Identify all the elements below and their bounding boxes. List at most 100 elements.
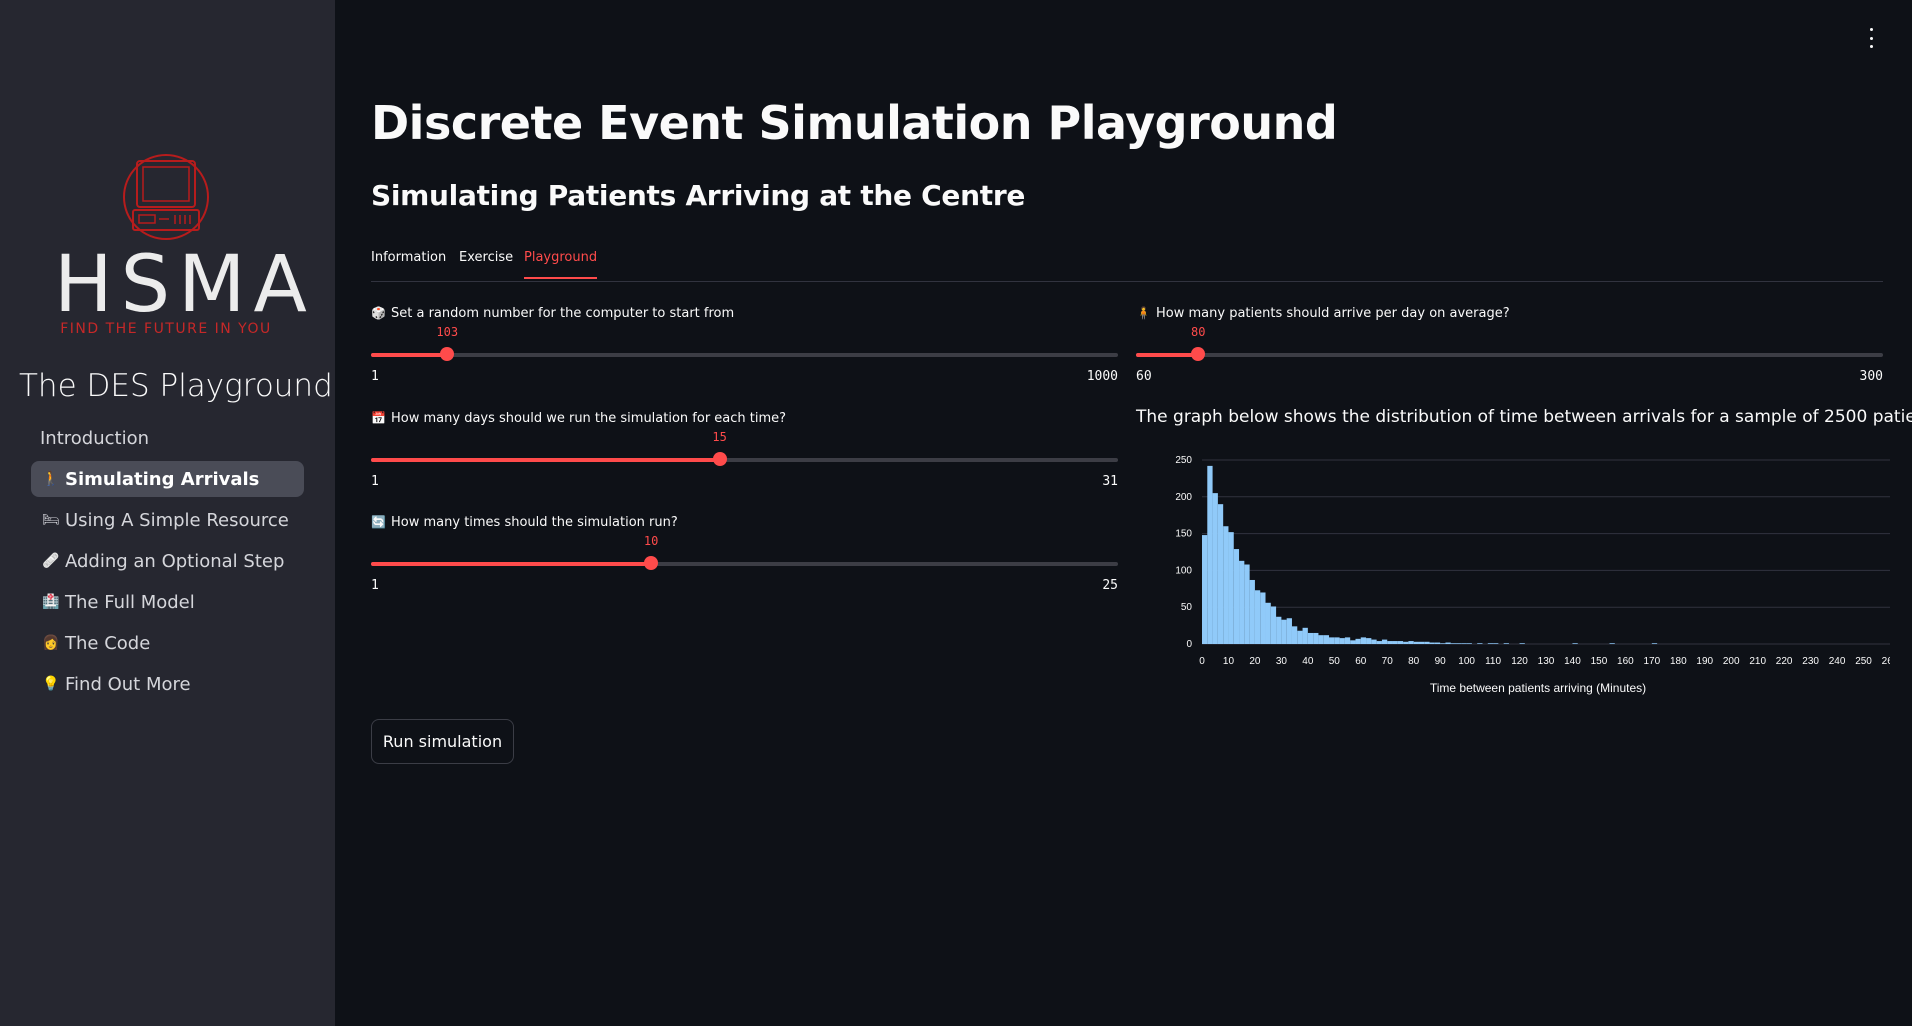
- random-seed-slider: 🎲 Set a random number for the computer t…: [371, 303, 1118, 384]
- sidebar-item-label: Introduction: [40, 427, 150, 449]
- histogram-bar: [1366, 638, 1372, 644]
- sidebar-item-simulating-arrivals[interactable]: 🚶 Simulating Arrivals: [31, 461, 304, 497]
- histogram-bar: [1297, 630, 1303, 644]
- slider-max: 31: [1102, 474, 1118, 489]
- page-title: Discrete Event Simulation Playground: [371, 96, 1338, 150]
- histogram-bar: [1651, 643, 1658, 644]
- histogram-bar: [1339, 638, 1345, 644]
- x-tick-label: 260: [1882, 656, 1890, 667]
- y-tick-label: 150: [1175, 529, 1192, 540]
- sidebar-item-label: The Code: [65, 632, 151, 654]
- x-tick-label: 200: [1723, 656, 1740, 667]
- histogram-bar: [1461, 643, 1467, 644]
- histogram-bar: [1456, 643, 1462, 644]
- x-tick-label: 190: [1696, 656, 1713, 667]
- x-tick-label: 60: [1355, 656, 1367, 667]
- histogram-bar: [1228, 532, 1234, 644]
- slider-thumb[interactable]: [712, 452, 727, 466]
- histogram-bar: [1307, 632, 1314, 644]
- hospital-icon: 🏥: [42, 594, 60, 610]
- histogram-bar: [1313, 632, 1319, 644]
- histogram-bar: [1424, 641, 1430, 644]
- sidebar: HSMA FIND THE FUTURE IN YOU The DES Play…: [0, 0, 335, 1026]
- hsma-logo: HSMA FIND THE FUTURE IN YOU: [54, 150, 307, 340]
- sidebar-item-find-out-more[interactable]: 💡 Find Out More: [31, 666, 304, 702]
- x-tick-label: 130: [1538, 656, 1555, 667]
- histogram-bar: [1445, 642, 1451, 644]
- slider-label: Set a random number for the computer to …: [391, 305, 735, 321]
- histogram-bar: [1434, 642, 1441, 644]
- sidebar-item-label: Adding an Optional Step: [65, 550, 285, 572]
- lightbulb-icon: 💡: [42, 676, 60, 692]
- histogram-bar: [1413, 641, 1419, 644]
- histogram-bar: [1503, 643, 1509, 644]
- histogram-bar: [1334, 637, 1340, 644]
- x-tick-label: 110: [1485, 656, 1501, 667]
- slider-track[interactable]: [371, 458, 1118, 462]
- y-tick-label: 0: [1186, 639, 1192, 650]
- tab-bar: Information Exercise Playground: [371, 246, 1883, 282]
- app-title: The DES Playground: [19, 368, 333, 404]
- histogram-bar: [1239, 560, 1245, 644]
- histogram-bar: [1360, 637, 1367, 644]
- slider-track[interactable]: [371, 353, 1118, 357]
- calendar-icon: 📅: [371, 411, 386, 425]
- run-simulation-button[interactable]: Run simulation: [371, 719, 514, 764]
- x-tick-label: 70: [1382, 656, 1394, 667]
- x-tick-label: 0: [1199, 656, 1205, 667]
- sidebar-item-introduction[interactable]: Introduction: [31, 420, 304, 456]
- tab-information[interactable]: Information: [371, 250, 447, 265]
- slider-track[interactable]: [371, 562, 1118, 566]
- histogram-bar: [1265, 602, 1271, 644]
- histogram-bar: [1233, 549, 1240, 644]
- x-tick-label: 120: [1511, 656, 1528, 667]
- slider-value: 103: [436, 325, 459, 339]
- histogram-bar: [1344, 637, 1351, 644]
- x-tick-label: 50: [1329, 656, 1341, 667]
- histogram-bar: [1387, 641, 1393, 644]
- histogram-bar: [1392, 641, 1398, 644]
- histogram-bar: [1286, 618, 1292, 644]
- x-tick-label: 30: [1276, 656, 1288, 667]
- x-tick-label: 250: [1855, 656, 1872, 667]
- slider-value: 15: [712, 430, 727, 444]
- chart-caption: The graph below shows the distribution o…: [1136, 407, 1912, 427]
- histogram-bar: [1254, 590, 1261, 644]
- tab-playground[interactable]: Playground: [524, 250, 598, 279]
- slider-thumb[interactable]: [1191, 347, 1206, 361]
- histogram-bar: [1270, 606, 1277, 644]
- sidebar-nav: Introduction 🚶 Simulating Arrivals 🛏 Usi…: [31, 420, 304, 707]
- histogram-bar: [1249, 579, 1255, 644]
- main-menu-icon[interactable]: [1866, 28, 1876, 48]
- tab-exercise[interactable]: Exercise: [459, 250, 514, 265]
- sim-runs-slider: 🔄 How many times should the simulation r…: [371, 512, 1118, 593]
- histogram-bar: [1487, 643, 1494, 644]
- histogram-bar: [1281, 619, 1287, 644]
- histogram-bar: [1429, 642, 1435, 644]
- slider-thumb[interactable]: [440, 347, 455, 361]
- histogram-bar: [1260, 592, 1266, 644]
- slider-fill: [1136, 353, 1199, 357]
- walking-person-icon: 🚶: [42, 471, 60, 487]
- histogram-bar: [1418, 641, 1425, 644]
- x-tick-label: 140: [1564, 656, 1581, 667]
- x-tick-label: 230: [1802, 656, 1819, 667]
- y-tick-label: 100: [1175, 565, 1192, 576]
- repeat-icon: 🔄: [371, 515, 386, 529]
- sidebar-item-full-model[interactable]: 🏥 The Full Model: [31, 584, 304, 620]
- computer-logo-icon: [123, 154, 209, 240]
- x-tick-label: 80: [1408, 656, 1420, 667]
- slider-max: 25: [1102, 578, 1118, 593]
- histogram-bar: [1355, 638, 1361, 644]
- sidebar-item-label: Find Out More: [65, 673, 191, 695]
- histogram-bar: [1397, 641, 1404, 644]
- sidebar-item-label: The Full Model: [65, 591, 195, 613]
- sidebar-item-the-code[interactable]: 👩 The Code: [31, 625, 304, 661]
- sidebar-item-simple-resource[interactable]: 🛏 Using A Simple Resource: [31, 502, 304, 538]
- sidebar-item-optional-step[interactable]: 🩹 Adding an Optional Step: [31, 543, 304, 579]
- slider-track[interactable]: [1136, 353, 1883, 357]
- slider-label: How many times should the simulation run…: [391, 514, 678, 530]
- x-tick-label: 90: [1435, 656, 1447, 667]
- slider-thumb[interactable]: [644, 556, 659, 570]
- histogram-bar: [1403, 641, 1409, 644]
